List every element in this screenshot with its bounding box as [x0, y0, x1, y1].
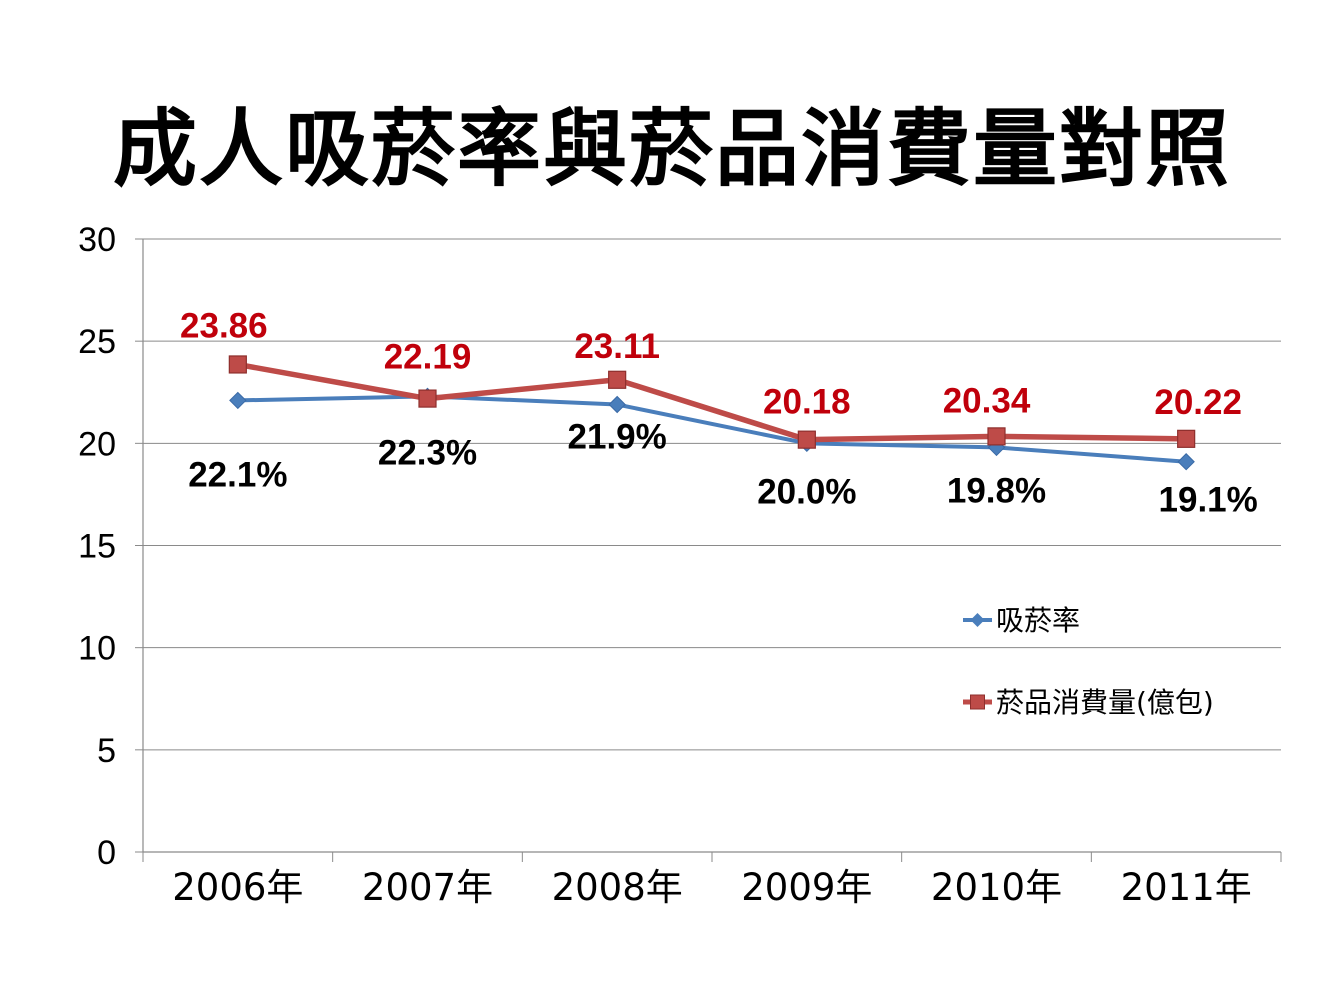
gridlines — [143, 238, 1281, 751]
x-tick-label: 2009年 — [741, 866, 872, 909]
data-label-rate: 20.0% — [757, 472, 856, 511]
data-label-consumption: 20.34 — [943, 381, 1031, 420]
y-tick-label: 15 — [78, 528, 116, 566]
series — [228, 355, 1196, 471]
data-label-rate: 21.9% — [568, 418, 667, 457]
data-label-rate: 19.8% — [947, 471, 1046, 510]
data-point-diamond — [229, 391, 247, 410]
data-label-rate: 22.3% — [378, 433, 477, 472]
legend-marker-square — [970, 694, 985, 710]
y-tick-label: 20 — [78, 425, 116, 463]
data-label-consumption: 23.86 — [180, 306, 268, 345]
legend-label-2: 菸品消費量(億包) — [996, 686, 1214, 719]
data-label-rate: 22.1% — [188, 455, 287, 494]
data-label-consumption: 22.19 — [384, 338, 472, 377]
data-point-square — [797, 430, 816, 449]
data-point-diamond — [1177, 453, 1195, 471]
data-label-consumption: 20.22 — [1154, 383, 1242, 422]
data-point-square — [1177, 429, 1196, 448]
y-tick-label: 10 — [78, 630, 116, 668]
data-point-diamond — [608, 395, 626, 414]
x-tick-label: 2007年 — [362, 866, 493, 909]
x-tick-label: 2010年 — [931, 866, 1062, 909]
data-point-square — [608, 370, 627, 389]
x-tick-label: 2008年 — [552, 866, 683, 909]
y-tick-label: 0 — [97, 834, 116, 872]
data-point-square — [228, 355, 247, 374]
data-label-consumption: 23.11 — [574, 327, 660, 366]
x-tick-label: 2011年 — [1121, 866, 1252, 909]
y-tick-label: 30 — [78, 221, 116, 259]
data-label-consumption: 20.18 — [763, 383, 851, 422]
x-tick-label: 2006年 — [172, 866, 303, 909]
chart-title: 成人吸菸率與菸品消費量對照 — [112, 100, 1231, 198]
y-tick-label: 5 — [97, 732, 116, 770]
y-tick-label: 25 — [78, 323, 116, 361]
series-line-2 — [237, 361, 1187, 443]
data-labels: 22.1% 22.3% 21.9% 20.0% 19.8% 19.1% 23.86 22.19… — [180, 306, 1258, 519]
series-line-1 — [237, 394, 1187, 464]
data-label-rate: 19.1% — [1159, 481, 1258, 520]
axes: 0 5 10 15 20 25 30 2006年 2007年 2008年 2009年 2010年 201… — [78, 221, 1282, 909]
legend-marker-diamond — [970, 613, 985, 627]
data-point-square — [987, 427, 1006, 446]
legend-label-1: 吸菸率 — [996, 604, 1080, 637]
data-point-square — [418, 389, 437, 408]
